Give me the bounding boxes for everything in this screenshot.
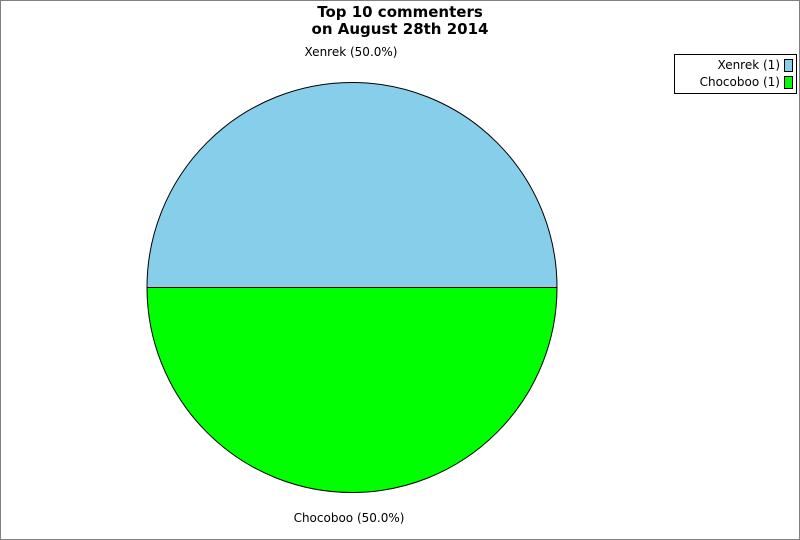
legend-row-chocoboo: Chocoboo (1) [675, 74, 796, 91]
pie-slice-xenrek [146, 82, 558, 288]
legend-swatch-xenrek [784, 59, 793, 72]
legend-row-xenrek: Xenrek (1) [675, 57, 796, 74]
chart-title-line1: Top 10 commenters [317, 3, 483, 21]
legend: Xenrek (1) Chocoboo (1) [674, 54, 797, 94]
slice-label-chocoboo: Chocoboo (50.0%) [293, 511, 405, 525]
pie-slice-chocoboo [146, 287, 558, 493]
chart-title-line2: on August 28th 2014 [311, 20, 489, 38]
slice-label-xenrek: Xenrek (50.0%) [304, 45, 398, 59]
legend-label-chocoboo: Chocoboo (1) [699, 75, 780, 89]
chart-title: Top 10 commenters on August 28th 2014 [1, 4, 799, 38]
legend-swatch-chocoboo [784, 76, 793, 89]
legend-label-xenrek: Xenrek (1) [717, 58, 780, 72]
